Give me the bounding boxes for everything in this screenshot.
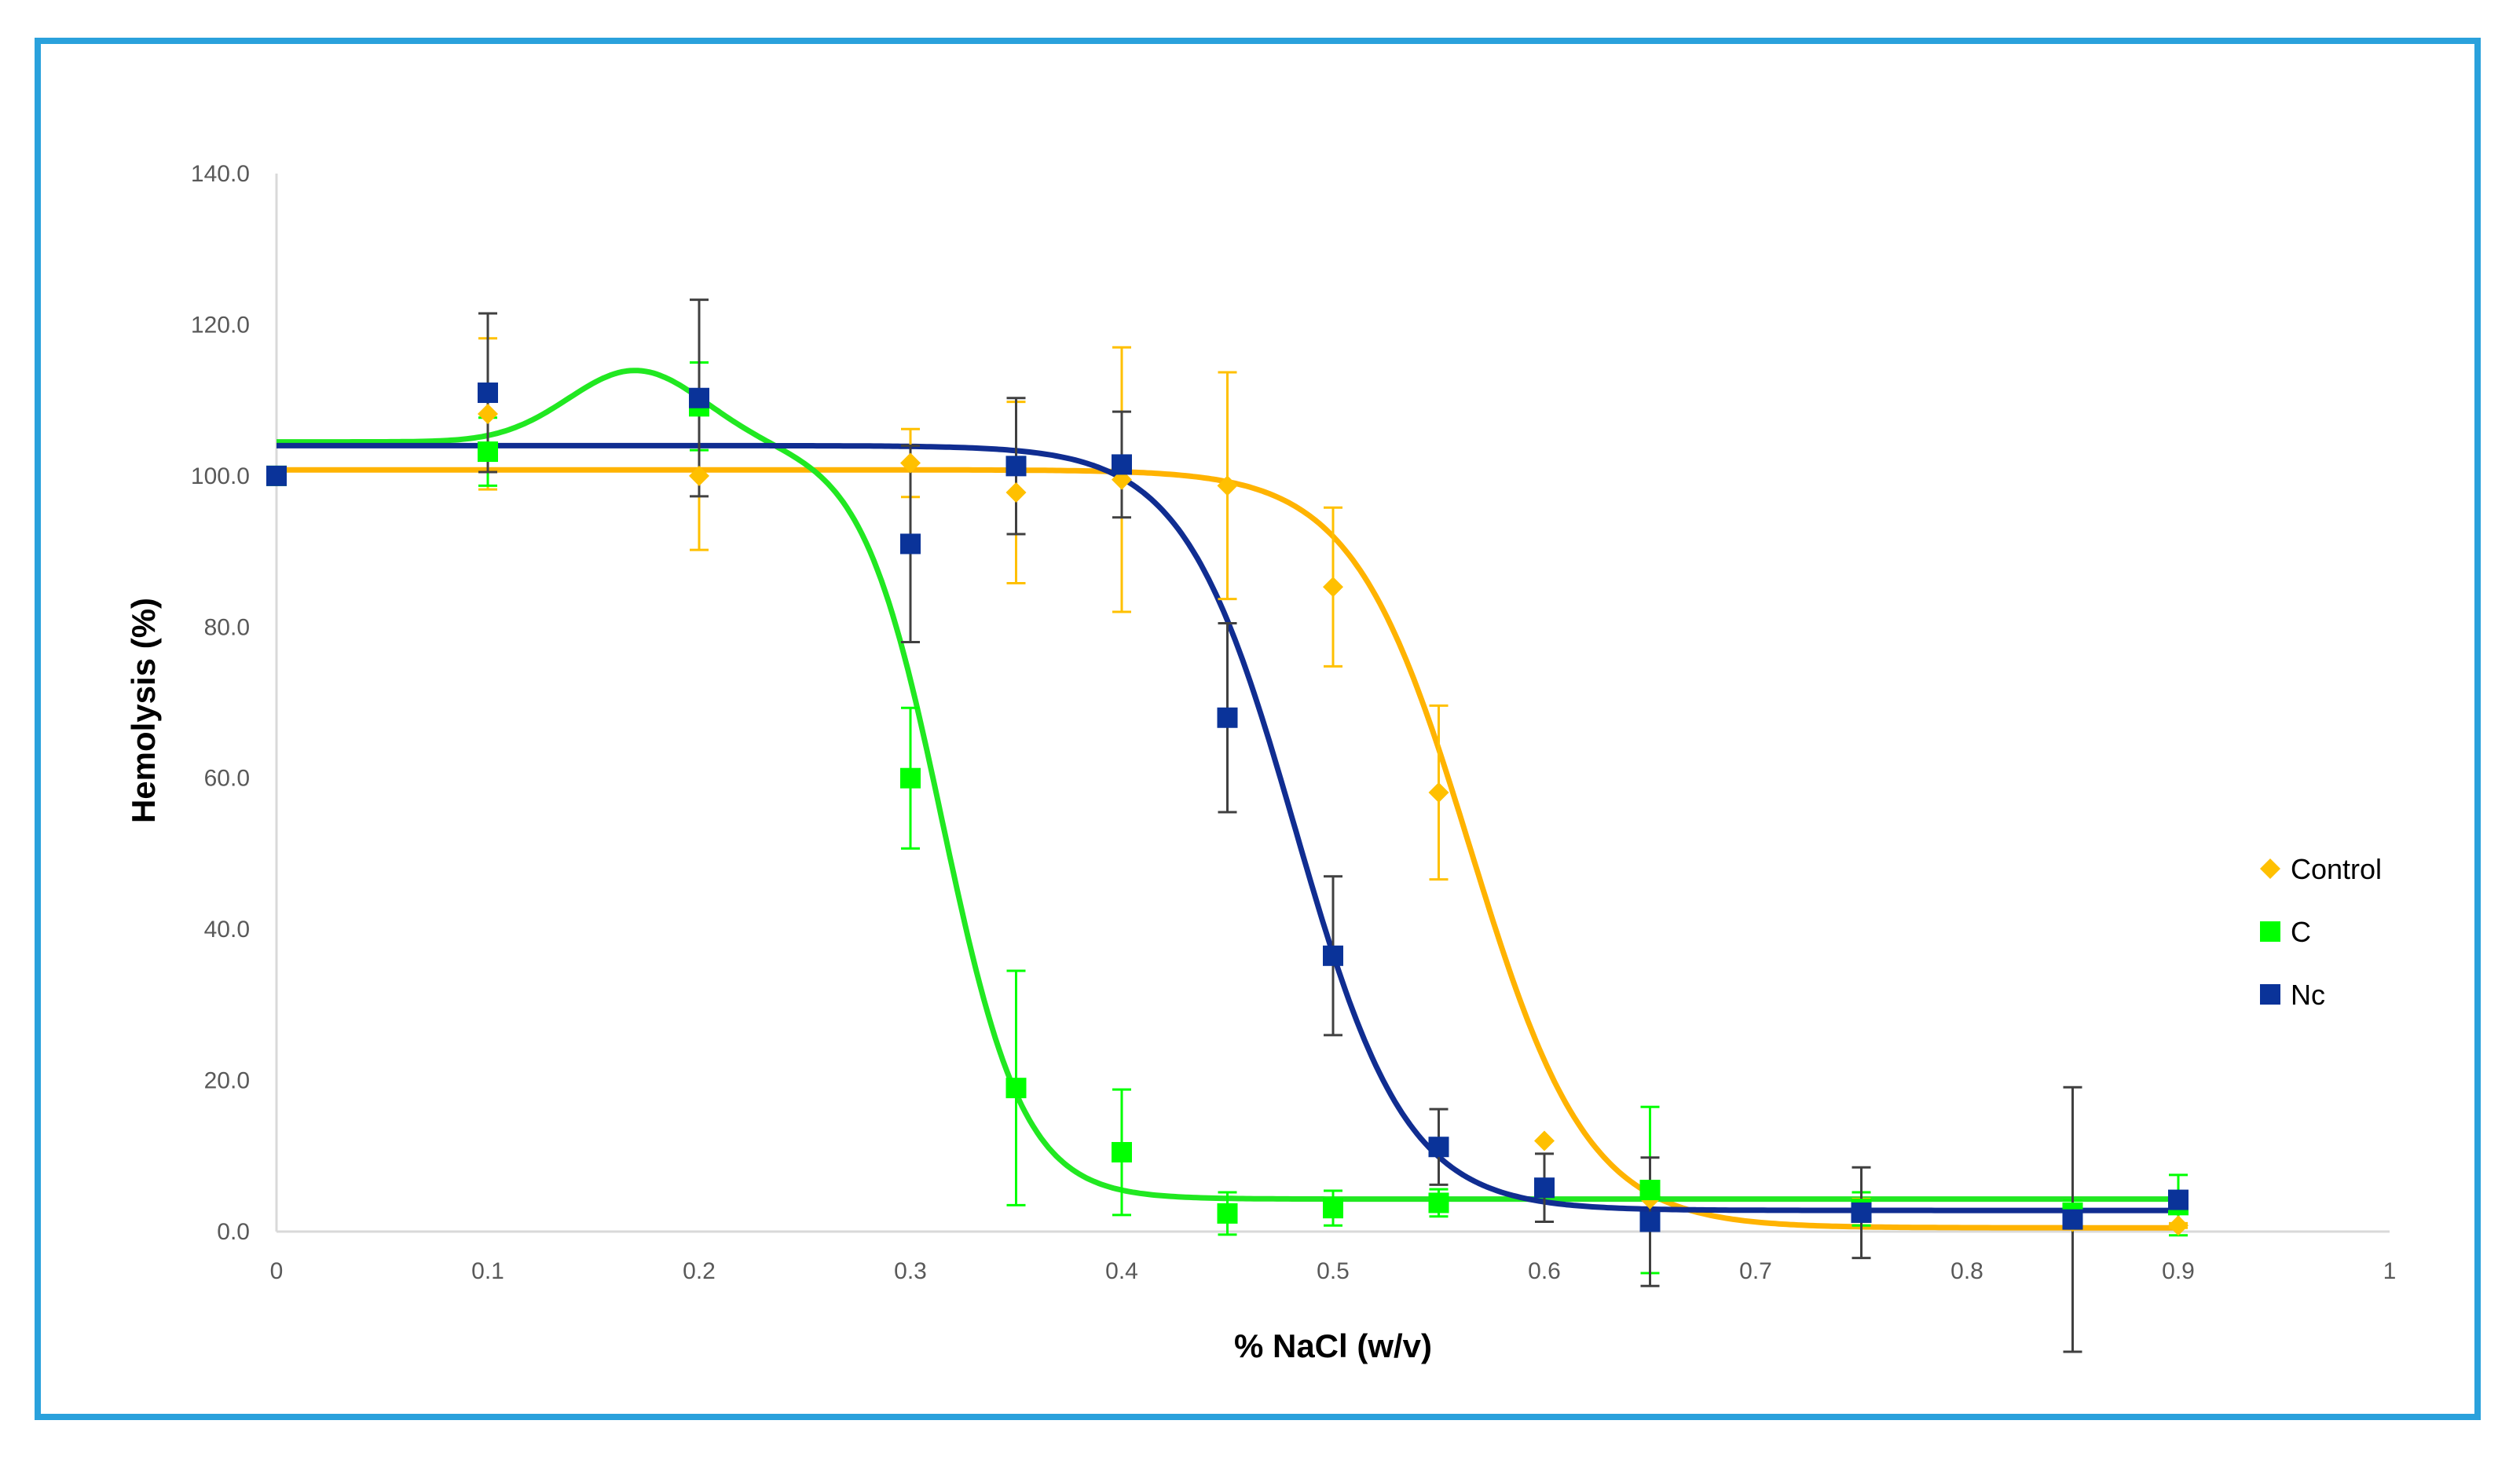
point-c [1005, 1078, 1027, 1099]
x-tick-labels: 0 0.1 0.2 0.3 0.4 0.5 0.6 0.7 0.8 0.9 1 [270, 1258, 2397, 1284]
axes [275, 174, 2390, 1233]
point-c [1639, 1180, 1661, 1201]
point-control [900, 452, 921, 474]
x-tick-label: 0 [270, 1258, 284, 1284]
y-tick-labels: 0.0 20.0 40.0 60.0 80.0 100.0 120.0 140.0 [191, 161, 250, 1245]
x-tick-label: 1 [2383, 1258, 2397, 1284]
point-nc [689, 387, 709, 408]
x-tick-label: 0.7 [1739, 1258, 1772, 1284]
error-bars [478, 298, 2188, 1353]
legend-item-c: C [2260, 916, 2311, 948]
y-tick-label: 40.0 [204, 917, 250, 943]
point-nc [1851, 1202, 1872, 1223]
x-tick-label: 0.3 [894, 1258, 927, 1284]
point-c [900, 767, 921, 789]
legend-label: Control [2291, 853, 2382, 885]
point-nc [900, 533, 921, 555]
point-nc [1217, 707, 1238, 728]
point-nc [1639, 1211, 1661, 1232]
legend-label: Nc [2291, 979, 2325, 1011]
point-c [1323, 1198, 1343, 1219]
point-control [1217, 475, 1238, 496]
y-tick-label: 140.0 [191, 161, 250, 187]
legend-item-control: Control [2260, 853, 2382, 885]
y-tick-label: 20.0 [204, 1068, 250, 1094]
y-tick-label: 120.0 [191, 312, 250, 338]
point-control [1323, 577, 1343, 598]
legend-label: C [2291, 916, 2311, 948]
point-control [478, 403, 498, 424]
legend-marker-nc [2260, 984, 2280, 1005]
x-tick-label: 0.2 [683, 1258, 716, 1284]
x-tick-label: 0.5 [1317, 1258, 1350, 1284]
y-tick-label: 100.0 [191, 463, 250, 489]
legend-marker-control [2260, 858, 2280, 879]
x-tick-label: 0.1 [471, 1258, 504, 1284]
point-control [689, 465, 709, 486]
legend: Control C Nc [2260, 853, 2382, 1011]
legend-marker-c [2260, 921, 2280, 942]
y-tick-label: 60.0 [204, 766, 250, 792]
x-tick-label: 0.8 [1950, 1258, 1983, 1284]
x-tick-label: 0.6 [1528, 1258, 1561, 1284]
point-nc [1534, 1177, 1555, 1199]
point-nc [1428, 1137, 1449, 1158]
y-tick-label: 80.0 [204, 614, 250, 640]
point-control [2168, 1215, 2189, 1236]
point-c [1428, 1192, 1449, 1214]
chart-frame: 0.0 20.0 40.0 60.0 80.0 100.0 120.0 140.0 0 0.1 0… [35, 38, 2481, 1420]
point-nc [2168, 1189, 2189, 1210]
point-c [478, 441, 498, 463]
data-points [266, 383, 2189, 1236]
point-nc [1323, 945, 1343, 966]
x-tick-label: 0.9 [2162, 1258, 2195, 1284]
point-nc [478, 383, 498, 404]
point-nc [1112, 454, 1132, 475]
point-nc [266, 465, 287, 486]
legend-item-nc: Nc [2260, 979, 2325, 1011]
y-axis-title: Hemolysis (%) [125, 598, 162, 823]
point-control [1534, 1130, 1555, 1151]
point-c [1112, 1141, 1132, 1162]
x-axis-title: % NaCl (w/v) [1234, 1327, 1432, 1364]
point-control [1428, 782, 1449, 803]
point-control [1005, 482, 1027, 503]
y-tick-label: 0.0 [217, 1219, 250, 1245]
point-nc [1005, 456, 1027, 477]
point-nc [2062, 1209, 2083, 1230]
x-tick-label: 0.4 [1105, 1258, 1138, 1284]
point-c [1217, 1203, 1238, 1224]
